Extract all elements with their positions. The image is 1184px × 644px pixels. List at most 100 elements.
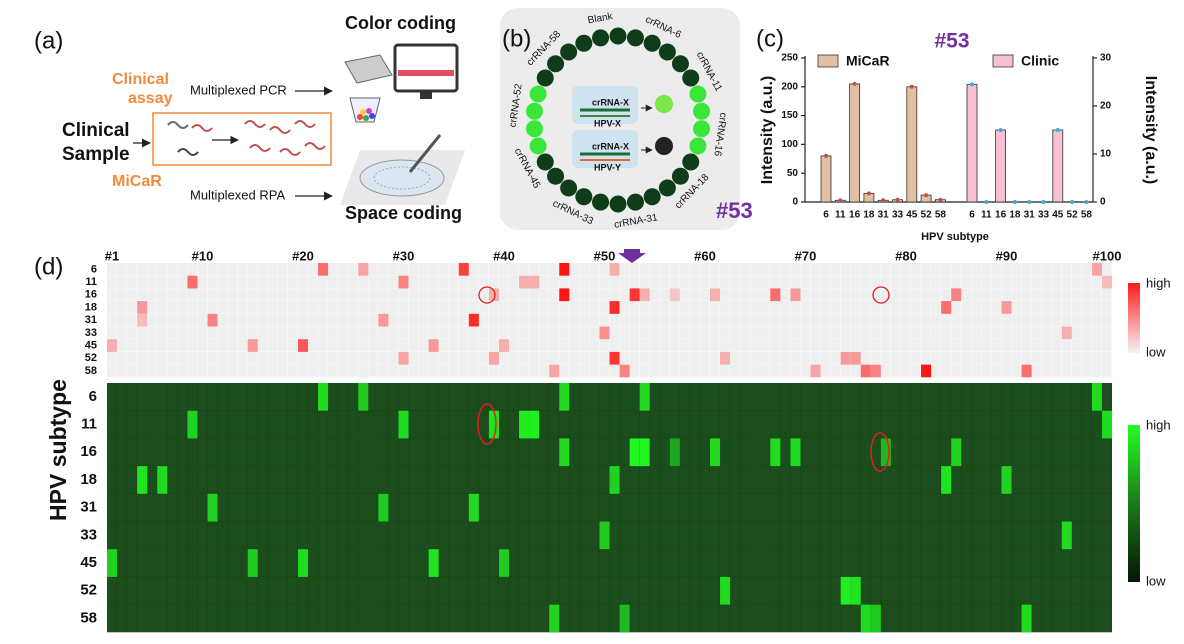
row-label: 52	[85, 352, 97, 364]
heatmap-cell	[639, 438, 650, 467]
bar	[995, 129, 1006, 203]
heatmap-cell	[710, 438, 721, 467]
color-coding: Color coding	[345, 13, 456, 33]
heatmap-cell	[378, 313, 389, 327]
highlight	[477, 403, 497, 445]
probe-label: crRNA-X	[592, 97, 629, 107]
panel-c: (c) #53 HPV subtype Intensity (a.u.) Int…	[756, 25, 1159, 243]
y-axis-label: HPV subtype	[45, 379, 71, 521]
panel-label: (a)	[34, 27, 63, 54]
value-dot	[852, 81, 857, 86]
spot	[536, 153, 554, 171]
micar-label: MiCaR	[112, 173, 162, 190]
heatmap-cell	[358, 263, 369, 276]
monitor-bar	[398, 70, 454, 76]
spot	[682, 69, 700, 87]
monitor-icon	[393, 43, 459, 93]
sample-label: #60	[694, 248, 716, 263]
y-tick-label: 50	[787, 168, 799, 179]
heatmap-cell	[519, 410, 530, 439]
row-label: 18	[80, 471, 97, 488]
heatmap-cell	[318, 263, 329, 276]
value-dot	[970, 82, 974, 87]
y2-tick-label: 30	[1100, 53, 1112, 64]
value-dot	[824, 153, 828, 158]
heatmap-cell	[207, 493, 218, 522]
sample-id: #53	[716, 198, 753, 223]
x-tick-label: 45	[1052, 210, 1064, 221]
y-tick-label: 200	[781, 81, 798, 92]
value-dot	[1055, 128, 1060, 132]
heatmap-cell	[549, 604, 560, 633]
spot	[560, 43, 578, 61]
panel-label: (d)	[34, 253, 63, 280]
row-label: 16	[80, 443, 97, 460]
heatmap-cell	[1091, 383, 1102, 411]
heatmap-cell	[850, 576, 861, 605]
heatmap-cell	[468, 313, 479, 327]
heatmap-cell	[187, 410, 198, 439]
bar	[1052, 129, 1064, 203]
heatmap-cell	[107, 549, 118, 577]
heatmap-cell	[1091, 263, 1102, 276]
heatmap-cell	[247, 549, 258, 577]
value-dot	[895, 197, 900, 202]
space-coding: Space coding	[345, 203, 462, 223]
x-tick-label: 33	[1038, 210, 1050, 221]
sample-label: #100	[1093, 248, 1122, 263]
heatmap-cell	[1061, 521, 1072, 550]
x-tick-label: 11	[981, 210, 992, 221]
heatmap-cell	[1101, 275, 1112, 289]
heatmap-cell	[669, 438, 680, 467]
heatmap-cell	[498, 339, 509, 352]
heatmap-cell	[599, 326, 610, 340]
value-dot	[938, 197, 943, 202]
y2-tick-label: 20	[1100, 101, 1112, 112]
heatmap-cell	[488, 288, 499, 302]
x-tick-label: 11	[835, 210, 846, 221]
probe-label: crRNA-X	[592, 141, 629, 151]
chart-title: #53	[934, 30, 969, 53]
value-dot	[998, 128, 1003, 132]
x-tick-label: 18	[1009, 210, 1021, 221]
row-label: 31	[85, 314, 97, 326]
heatmap-cell	[639, 288, 650, 302]
x-tick-label: 33	[892, 210, 904, 221]
scale-low: low	[1146, 344, 1166, 359]
spot	[682, 153, 700, 171]
heatmap-cell	[137, 466, 148, 494]
heatmap-cell	[428, 339, 439, 352]
y-tick-label: 0	[792, 197, 798, 208]
heatmap-cell	[1001, 301, 1012, 314]
spot	[626, 29, 644, 47]
heatmap-cell	[488, 410, 499, 439]
sample-label: #20	[292, 248, 314, 263]
row-label: 6	[91, 263, 97, 275]
pcr-label: Multiplexed PCR	[190, 82, 287, 97]
value-dot	[909, 84, 914, 89]
heatmap-cell	[609, 466, 620, 494]
panel-label: (c)	[756, 25, 784, 52]
sample-label: #90	[996, 248, 1018, 263]
heatmap-cell	[187, 275, 198, 289]
y-tick-label: 250	[781, 53, 798, 64]
y-axis-label: Intensity (a.u.)	[759, 76, 776, 184]
x-tick-label: 52	[921, 210, 933, 221]
spot	[525, 102, 543, 120]
value-dot	[881, 198, 886, 203]
pipette	[408, 134, 442, 173]
heatmap-cell	[850, 351, 861, 365]
heatmap-cell	[1061, 326, 1072, 340]
spot	[689, 85, 707, 103]
heatmap-cell	[880, 438, 891, 467]
value-dot	[1027, 200, 1032, 204]
highlight	[870, 432, 890, 472]
heatmap-cell	[1101, 410, 1112, 439]
row-label: 58	[80, 609, 97, 626]
sample-label: #40	[493, 248, 515, 263]
heatmap-cell	[770, 438, 781, 467]
row-label: 45	[85, 339, 97, 351]
row-label: 11	[85, 276, 97, 288]
spot	[689, 137, 707, 155]
